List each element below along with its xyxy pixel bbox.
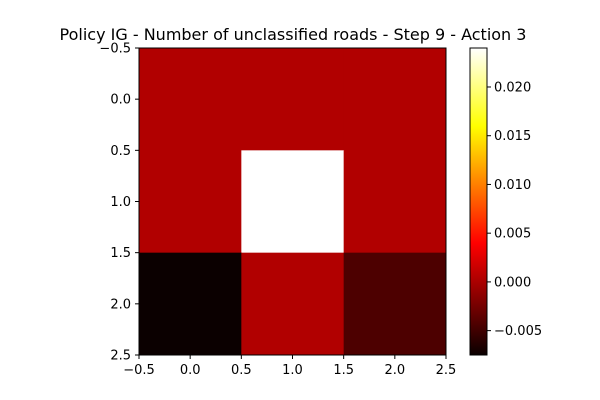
colorbar-tick-label: 0.015	[494, 129, 531, 144]
colorbar-tick-label: 0.005	[494, 227, 531, 242]
colorbar-tick-label: 0.010	[494, 178, 531, 193]
colorbar-tick-label: 0.020	[494, 80, 531, 95]
x-tick-label: 1.0	[282, 363, 303, 378]
y-tick-label: 1.5	[110, 246, 131, 261]
colorbar-tick-label: 0.000	[494, 275, 531, 290]
y-tick-label: 2.5	[110, 349, 131, 364]
heatmap-cell-r0-c0	[139, 48, 242, 151]
x-tick-label: −0.5	[123, 363, 155, 378]
x-tick-label: 1.5	[333, 363, 354, 378]
x-tick-label: 0.5	[231, 363, 252, 378]
heatmap-cells	[139, 48, 447, 356]
heatmap-cell-r2-c2	[343, 252, 447, 356]
heatmap-cell-r0-c2	[343, 48, 447, 151]
y-tick-label: 2.0	[110, 297, 131, 312]
x-tick-label: 0.0	[180, 363, 201, 378]
x-axis: −0.5 0.0 0.5 1.0 1.5 2.0 2.5	[123, 355, 456, 378]
heatmap-cell-r1-c0	[139, 150, 242, 254]
heatmap-cell-r2-c0	[139, 252, 242, 356]
plot-frame	[138, 47, 447, 356]
colorbar-tick-label: −0.005	[494, 324, 542, 339]
y-axis: −0.5 0.0 0.5 1.0 1.5 2.0 2.5	[99, 42, 139, 364]
colorbar-gradient	[469, 47, 488, 356]
heatmap-cell-r0-c1	[241, 48, 345, 151]
x-tick-label: 2.0	[384, 363, 405, 378]
y-tick-label: −0.5	[99, 42, 131, 57]
y-tick-label: 1.0	[110, 195, 131, 210]
y-tick-label: 0.0	[110, 93, 131, 108]
heatmap-cell-r1-c2	[343, 150, 447, 254]
heatmap-cell-r2-c1	[241, 252, 345, 356]
x-tick-label: 2.5	[436, 363, 457, 378]
chart-title: Policy IG - Number of unclassified roads…	[60, 25, 527, 44]
y-tick-label: 0.5	[110, 144, 131, 159]
heatmap-cell-r1-c1	[241, 150, 345, 254]
colorbar: −0.005 0.000 0.005 0.010 0.015 0.020	[469, 47, 542, 356]
